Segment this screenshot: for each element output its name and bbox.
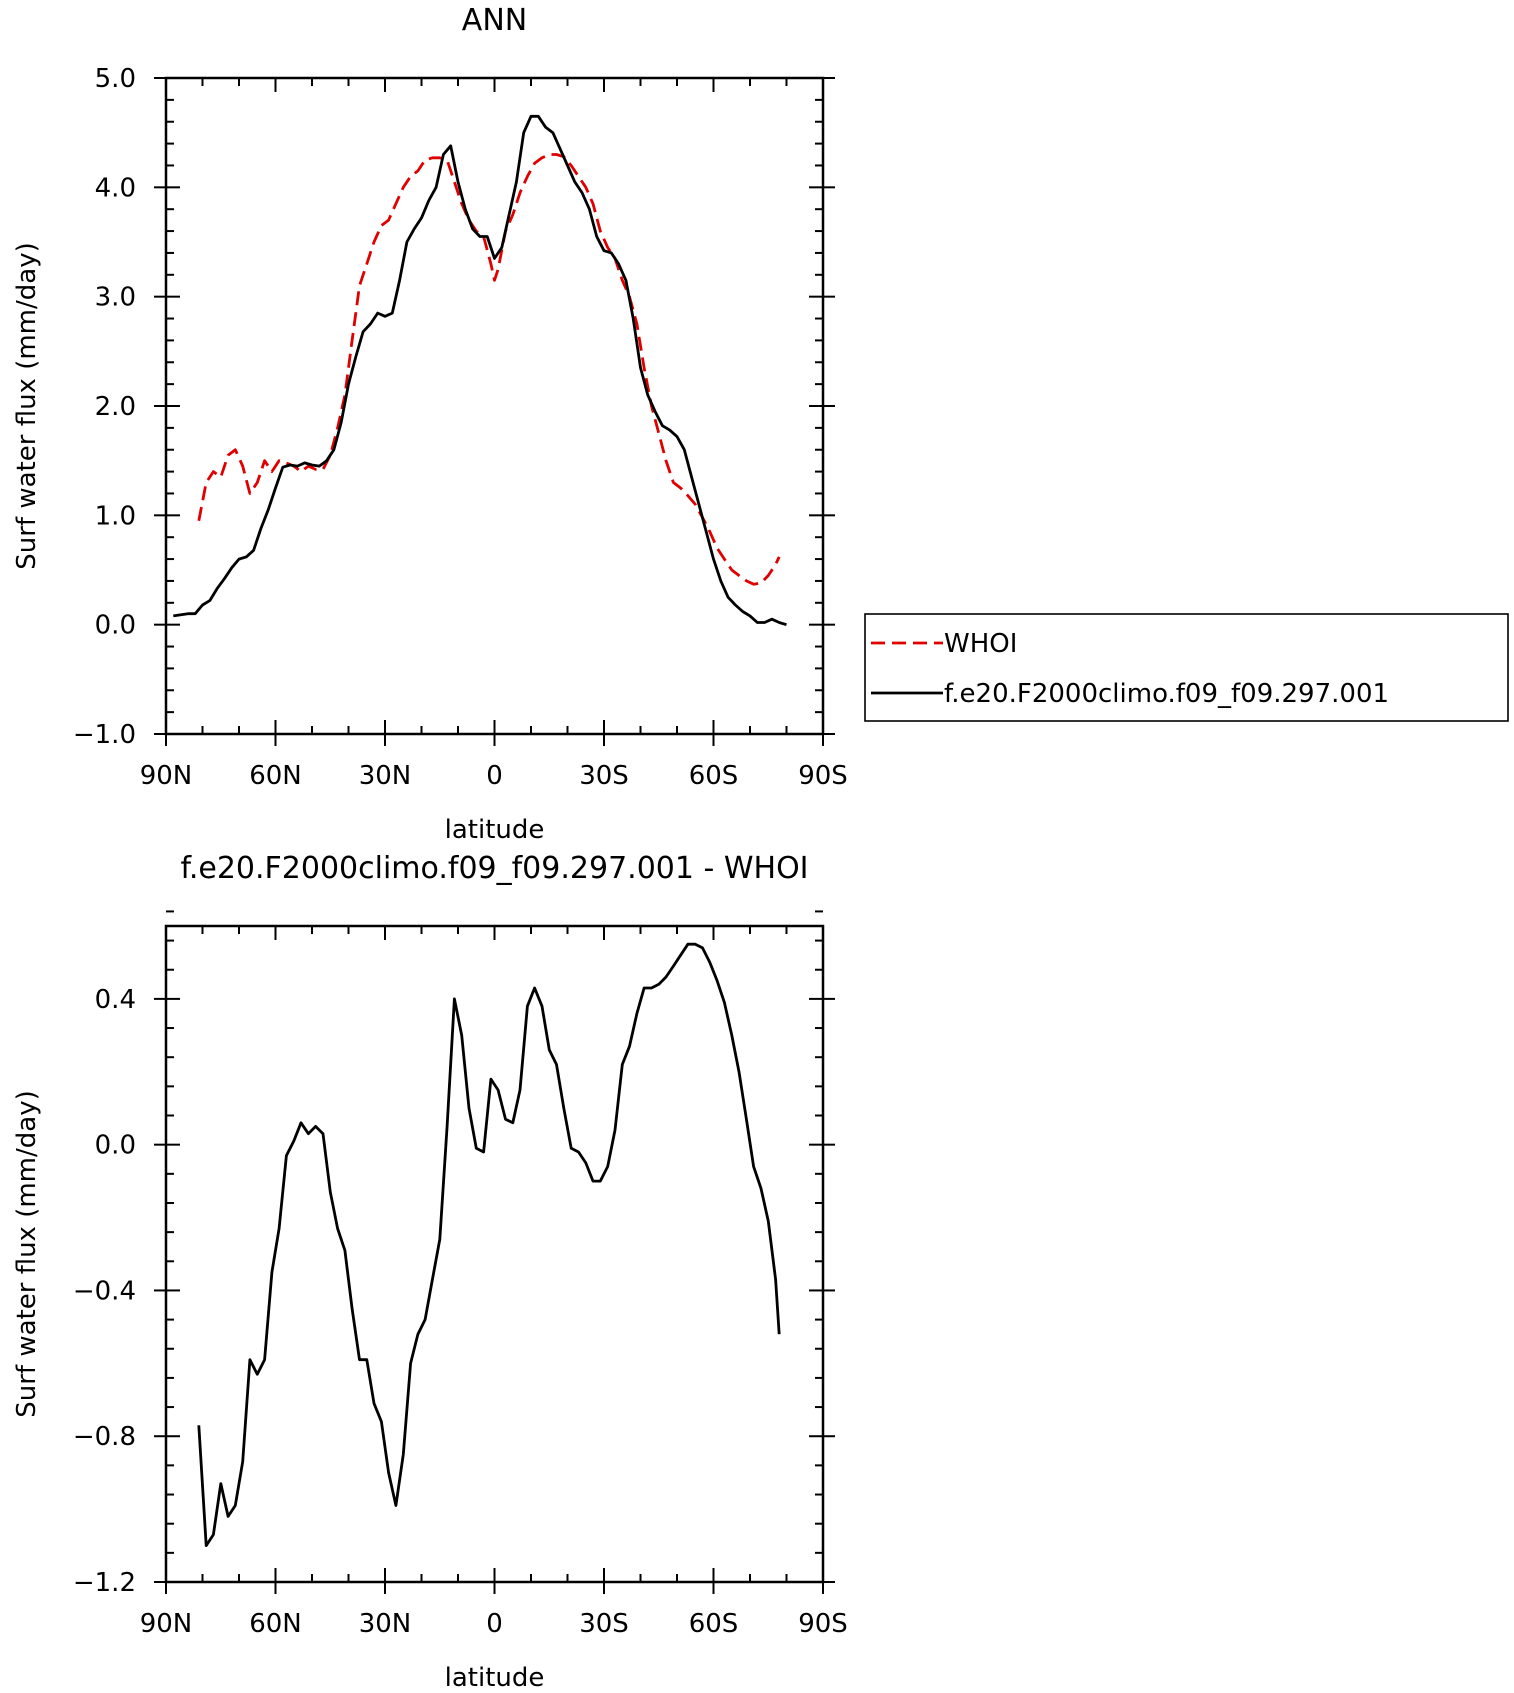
chart-title: f.e20.F2000climo.f09_f09.297.001 - WHOI <box>180 851 808 886</box>
y-tick-label: −1.0 <box>73 720 136 750</box>
x-tick-label: 0 <box>486 1609 503 1639</box>
y-tick-label: 0.0 <box>95 1131 136 1161</box>
y-tick-label: 5.0 <box>95 64 136 94</box>
y-tick-label: 3.0 <box>95 283 136 313</box>
x-axis-title: latitude <box>445 815 545 845</box>
legend-label: WHOI <box>944 629 1017 659</box>
x-tick-label: 90S <box>798 761 848 791</box>
y-axis-title: Surf water flux (mm/day) <box>12 1090 42 1417</box>
y-tick-label: −0.8 <box>73 1422 136 1452</box>
legend: WHOI f.e20.F2000climo.f09_f09.297.001 <box>864 613 1509 722</box>
chart-panel-1: ANN 90N 60N 30N 0 30S 60S 90S −1.0 0.0 1.0 2.0 3.0 4.… <box>12 3 1509 845</box>
x-tick-label: 60N <box>249 761 302 791</box>
y-tick-label: −1.2 <box>73 1568 136 1598</box>
legend-box <box>864 613 1509 722</box>
plot-frame <box>164 76 825 736</box>
x-tick-label: 0 <box>486 761 503 791</box>
plot-frame <box>164 924 825 1584</box>
x-tick-label: 60S <box>689 1609 739 1639</box>
series-line-model <box>197 942 781 1547</box>
series-line-model <box>173 114 787 627</box>
y-tick-label: 2.0 <box>95 392 136 422</box>
x-tick-label: 60N <box>249 1609 302 1639</box>
y-tick-label: 4.0 <box>95 173 136 203</box>
x-tick-label: 30N <box>359 761 412 791</box>
x-tick-label: 60S <box>689 761 739 791</box>
chart-panel-2: f.e20.F2000climo.f09_f09.297.001 - WHOI 9… <box>12 851 848 1693</box>
x-tick-label: 30S <box>579 1609 629 1639</box>
y-tick-label: 0.4 <box>95 985 136 1015</box>
x-tick-label: 90N <box>140 761 193 791</box>
x-tick-label: 30N <box>359 1609 412 1639</box>
y-axis-title: Surf water flux (mm/day) <box>12 242 42 569</box>
x-tick-label: 90N <box>140 1609 193 1639</box>
y-tick-label: 1.0 <box>95 501 136 531</box>
series-line-whoi <box>197 153 781 586</box>
legend-label: f.e20.F2000climo.f09_f09.297.001 <box>944 679 1389 709</box>
x-tick-label: 90S <box>798 1609 848 1639</box>
x-axis-title: latitude <box>445 1663 545 1693</box>
y-tick-label: −0.4 <box>73 1276 136 1306</box>
chart-title: ANN <box>462 3 527 38</box>
x-tick-label: 30S <box>579 761 629 791</box>
y-tick-label: 0.0 <box>95 611 136 641</box>
